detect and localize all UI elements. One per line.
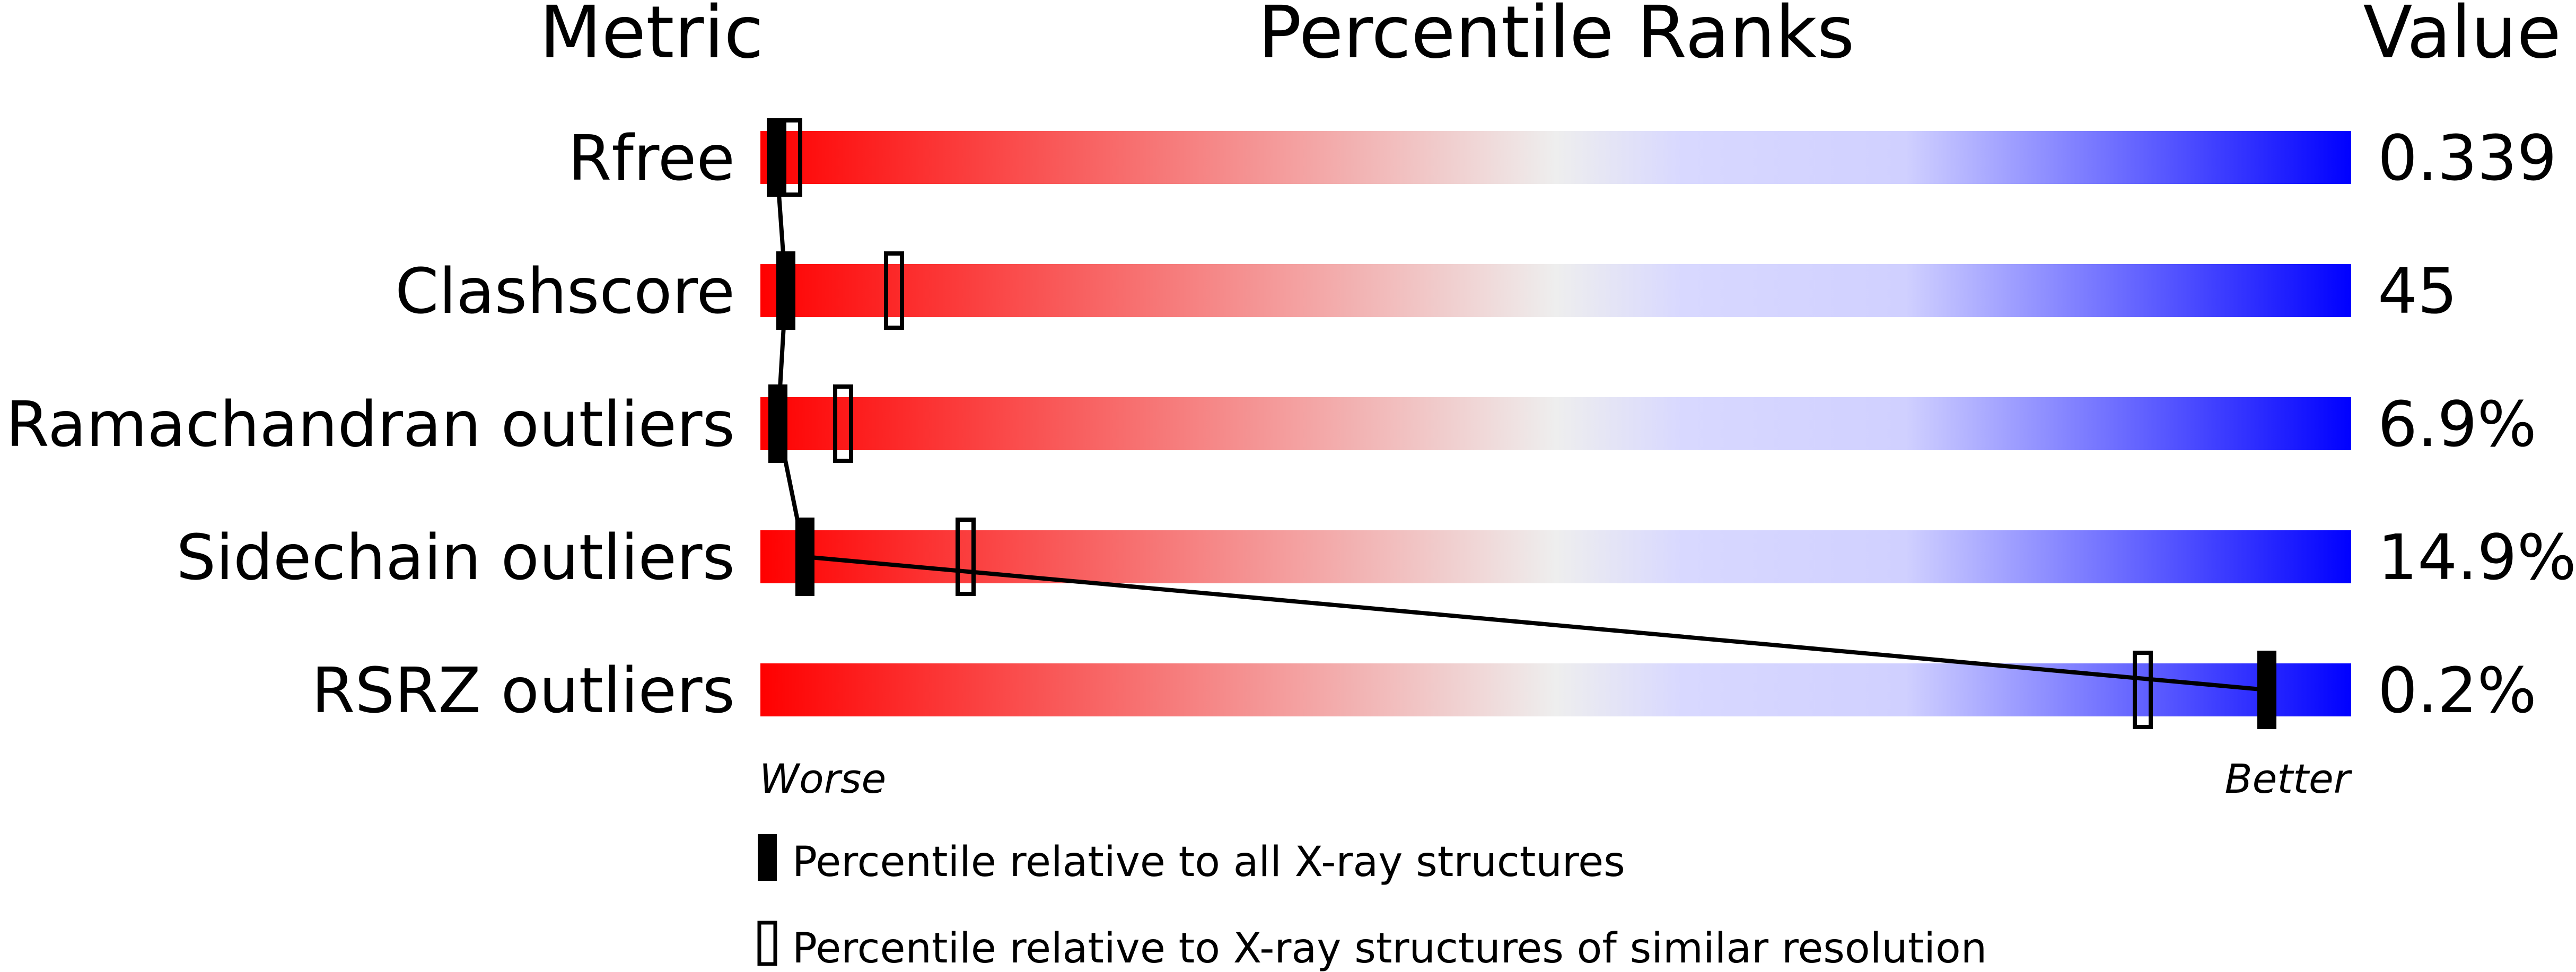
rank-bar-sidechain-outliers [760,530,2351,583]
axis-worse-label: Worse [759,755,886,802]
all-structures-marker-ramachandran-outliers [768,384,787,463]
legend-similar-resolution-label: Percentile relative to X-ray structures … [792,925,1987,972]
bars-group [760,131,2351,716]
similar-resolution-marker-clashscore [884,251,904,330]
rank-bar-rfree [760,131,2351,184]
metric-label-ramachandran-outliers: Ramachandran outliers [6,388,735,461]
similar-resolution-marker-ramachandran-outliers [833,384,853,463]
value-label-sidechain-outliers: 14.9% [2378,521,2576,594]
value-label-clashscore: 45 [2378,255,2457,328]
markers-group [767,118,2276,729]
header-value: Value [2363,0,2561,75]
metric-label-rfree: Rfree [568,121,735,195]
similar-resolution-marker-sidechain-outliers [956,518,976,596]
legend-filled-marker [758,834,777,881]
header-percentile-ranks: Percentile Ranks [1258,0,1855,75]
rank-bar-rsrz-outliers [760,663,2351,716]
legend-hollow-marker [757,921,777,966]
rank-bar-clashscore [760,264,2351,317]
legend-all-structures-label: Percentile relative to all X-ray structu… [792,838,1625,886]
all-structures-marker-sidechain-outliers [795,518,814,596]
similar-resolution-marker-rsrz-outliers [2133,651,2153,729]
value-label-rfree: 0.339 [2378,121,2557,195]
metric-label-rsrz-outliers: RSRZ outliers [311,654,735,727]
rank-bar-ramachandran-outliers [760,397,2351,450]
value-label-rsrz-outliers: 0.2% [2378,654,2537,727]
axis-better-label: Better [2225,755,2353,802]
all-structures-marker-rsrz-outliers [2257,651,2276,729]
value-label-ramachandran-outliers: 6.9% [2378,388,2537,461]
all-structures-marker-clashscore [776,251,795,330]
legend: Percentile relative to all X-ray structu… [757,834,1987,972]
header-metric: Metric [539,0,764,75]
metric-label-clashscore: Clashscore [395,255,735,328]
all-structures-marker-rfree [767,118,786,197]
metric-label-sidechain-outliers: Sidechain outliers [176,521,735,594]
